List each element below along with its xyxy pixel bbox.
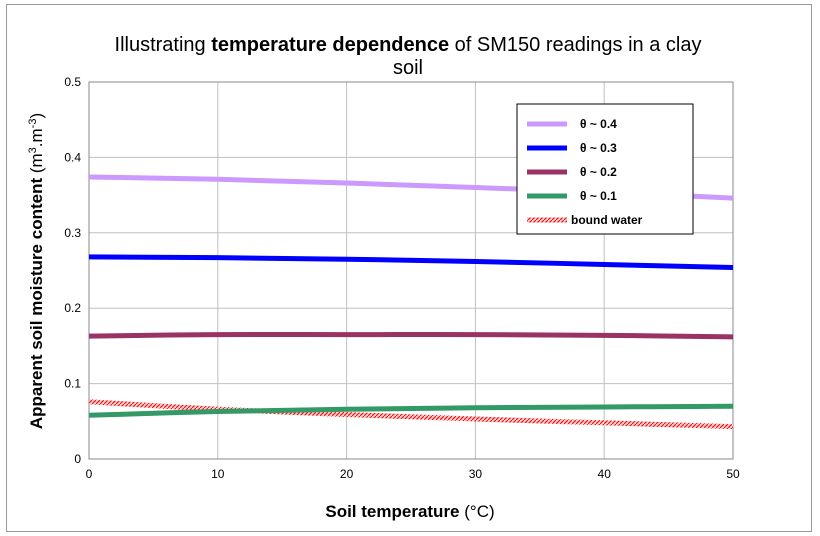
y-tick-label: 0.4 (64, 150, 81, 164)
series-line-5 (88, 399, 734, 430)
legend-entry-label: θ ~ 0.1 (580, 189, 617, 203)
chart-title-line2: soil (393, 57, 423, 79)
x-tick-label: 10 (211, 467, 225, 481)
plot-area (88, 81, 734, 460)
y-axis-label: Apparent soil moisture content (m3.m-3) (27, 113, 46, 429)
series-layer (88, 174, 734, 430)
legend-entry-label: bound water (571, 213, 643, 227)
x-tick-label: 0 (86, 467, 93, 481)
y-tick-label: 0.1 (64, 377, 81, 391)
y-tick-label: 0.5 (64, 75, 81, 89)
legend-entry-label: θ ~ 0.3 (580, 141, 617, 155)
x-tick-label: 20 (340, 467, 354, 481)
y-tick-label: 0.2 (64, 301, 81, 315)
series-line-2 (88, 254, 734, 270)
x-axis-label: Soil temperature (°C) (325, 502, 494, 521)
legend-entry-label: θ ~ 0.2 (580, 165, 617, 179)
y-tick-label: 0 (74, 452, 81, 466)
x-tick-label: 50 (726, 467, 740, 481)
legend-entry-label: θ ~ 0.4 (580, 117, 617, 131)
y-tick-label: 0.3 (64, 226, 81, 240)
chart-title: Illustrating temperature dependence of S… (115, 34, 702, 56)
legend: θ ~ 0.4 θ ~ 0.3 θ ~ 0.2 θ ~ 0.1 bound water (516, 103, 694, 235)
y-tick-labels: 0 0.1 0.2 0.3 0.4 0.5 (64, 75, 81, 466)
series-line-4 (88, 403, 734, 418)
x-tick-labels: 0 10 20 30 40 50 (86, 467, 740, 481)
x-tick-label: 30 (469, 467, 483, 481)
x-tick-label: 40 (598, 467, 612, 481)
series-line-3 (88, 331, 734, 340)
